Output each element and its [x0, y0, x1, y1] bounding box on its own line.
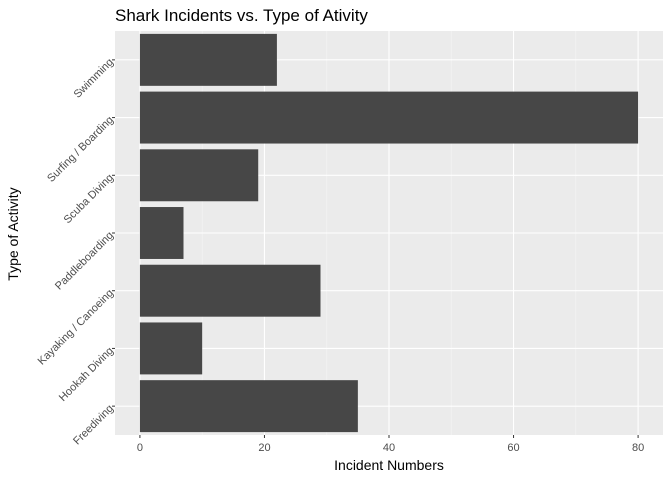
bars — [139, 33, 639, 433]
bar — [139, 91, 639, 144]
bar — [139, 207, 184, 259]
x-tick-label: 40 — [383, 442, 395, 454]
x-tick-label: 0 — [137, 442, 143, 454]
y-tick-label: Scuba Diving — [62, 172, 116, 226]
y-tick-label: Hookah Diving — [57, 345, 116, 404]
y-axis-title: Type of Activity — [5, 187, 21, 280]
y-tick-label: Swimming — [72, 56, 116, 100]
x-axis: 0 20 40 60 80 — [137, 435, 644, 454]
x-tick-label: 60 — [507, 442, 519, 454]
bar — [139, 264, 321, 317]
bar — [139, 149, 259, 202]
bar — [139, 33, 277, 86]
x-tick-label: 20 — [258, 442, 270, 454]
x-tick-label: 80 — [632, 442, 644, 454]
y-tick-label: Paddleboarding — [53, 229, 116, 292]
bar — [139, 380, 358, 433]
chart-title: Shark Incidents vs. Type of Ativity — [115, 6, 368, 25]
y-tick-label: Freediving — [71, 403, 116, 448]
x-axis-title: Incident Numbers — [334, 457, 444, 473]
bar — [139, 322, 203, 375]
